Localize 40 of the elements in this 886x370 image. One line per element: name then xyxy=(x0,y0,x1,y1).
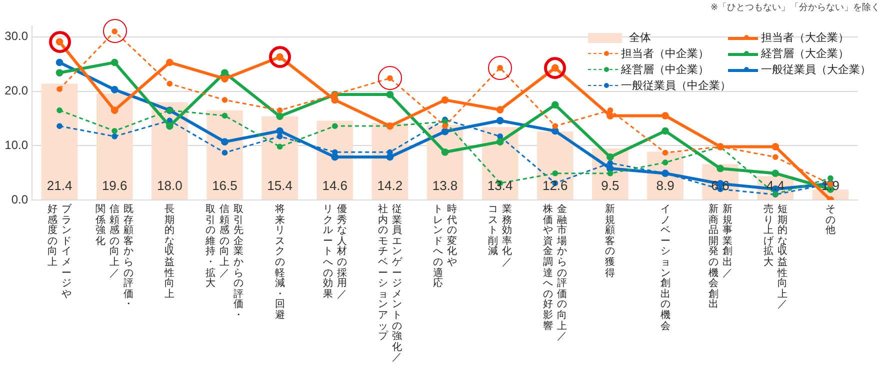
legend-label: 経営層（中企業） xyxy=(621,63,709,77)
legend-label: 一般従業員（中企業） xyxy=(621,79,731,93)
category-label: ブランドイメージや好感度の向上 xyxy=(48,204,72,300)
data-label: 9.5 xyxy=(601,178,620,194)
data-label: 12.6 xyxy=(542,178,568,194)
data-label: 13.4 xyxy=(487,178,513,194)
category-label: 業務効率化／コスト削減 xyxy=(488,204,512,268)
data-label: 15.4 xyxy=(267,178,292,194)
legend-label: 全体 xyxy=(629,31,651,45)
data-label: 14.6 xyxy=(322,178,348,194)
category-label: 新規事業創出／新商品開発の機会創出 xyxy=(708,204,732,310)
legend-label: 担当者（大企業） xyxy=(761,31,849,45)
category-label: 既存顧客からの評価・信頼感の向上／関係強化 xyxy=(96,204,134,310)
data-label: 18.0 xyxy=(157,178,182,194)
text: ※「ひとつもない」「分からない」を除く xyxy=(710,1,880,14)
data-label: 14.2 xyxy=(377,178,403,194)
category-label: イノベーション創出の機会 xyxy=(660,204,670,332)
data-label: 8.9 xyxy=(656,178,674,194)
x-tick-label: 新規顧客の獲得 xyxy=(604,204,616,280)
data-label: 16.5 xyxy=(212,178,238,194)
category-label: 従業員エンゲージメントの強化／社内のモチベーションアップ xyxy=(378,204,402,364)
y-tick-label: 30.0 xyxy=(4,29,28,44)
category-label: 長期的な収益性向上 xyxy=(164,204,175,300)
category-label: 優秀な人材の採用／リクルートへの効果 xyxy=(322,204,347,300)
x-tick-label: その他 xyxy=(824,204,836,237)
category-label: 取引先企業からの評価・信頼感の向上／取引の維持・拡大 xyxy=(206,204,244,321)
category-label: 将来リスクの軽減・回避 xyxy=(274,204,285,321)
data-label: 13.8 xyxy=(432,178,458,194)
category-label: 時代の変化やトレンドへの適応 xyxy=(433,204,457,290)
legend-label: 経営層（大企業） xyxy=(761,47,849,61)
legend-label: 担当者（中企業） xyxy=(621,47,709,61)
legend-label: 一般従業員（大企業） xyxy=(761,63,871,77)
category-label: 短期的な収益性向上／売り上げ拡大 xyxy=(763,204,788,310)
category-label: 金融市場からの評価の向上／株価や資金調達への好影響 xyxy=(543,204,568,342)
data-label: 21.4 xyxy=(46,178,72,194)
y-tick-label: 0.0 xyxy=(11,192,28,206)
data-label: 19.6 xyxy=(102,178,128,194)
y-tick-label: 10.0 xyxy=(4,138,28,152)
data-label: 1.9 xyxy=(821,178,840,194)
y-tick-label: 20.0 xyxy=(4,84,28,98)
